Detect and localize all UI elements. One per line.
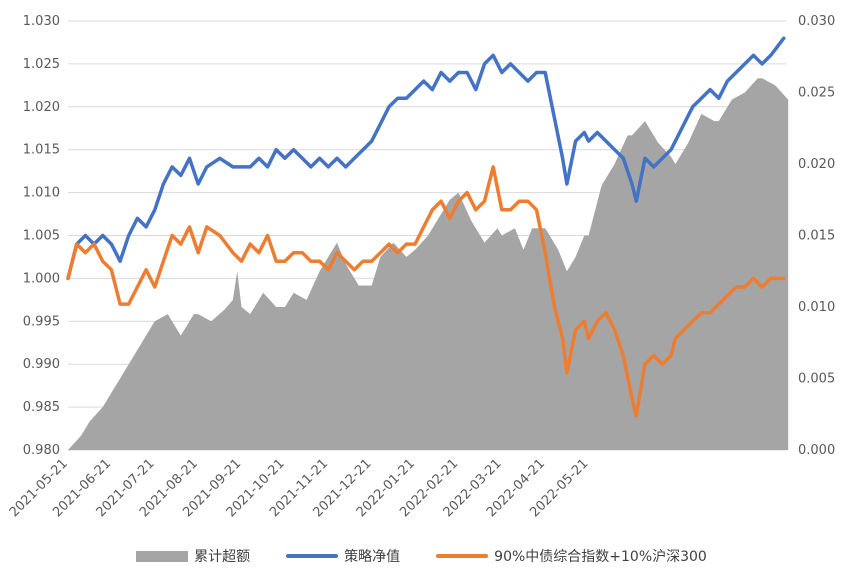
series-lines xyxy=(66,36,786,418)
y-right-tick-label: 0.025 xyxy=(798,86,835,101)
y-right-tick-label: 0.010 xyxy=(798,300,835,315)
legend-swatch-excess xyxy=(136,550,189,562)
series-area-cumulative-excess xyxy=(68,78,789,450)
chart-canvas: 0.980 0.985 0.990 0.995 1.000 1.005 1.010 1.015… xyxy=(7,14,835,520)
y-right-tick-label: 0.005 xyxy=(798,372,835,387)
y-left-tick-label: 1.020 xyxy=(23,100,60,115)
right-axis-ticks: 0.000 0.005 0.010 0.015 0.020 0.025 0.030 xyxy=(798,14,835,458)
series-line-strategy xyxy=(66,36,786,281)
y-left-tick-label: 1.010 xyxy=(23,186,60,201)
legend-label-strategy: 策略净值 xyxy=(344,549,401,565)
y-left-tick-label: 0.985 xyxy=(23,400,60,415)
legend-label-excess: 累计超额 xyxy=(194,549,251,565)
x-axis-ticks: 2021-05-212021-06-212021-07-212021-08-21… xyxy=(7,456,592,520)
y-right-tick-label: 0.020 xyxy=(798,157,835,172)
y-right-tick-label: 0.000 xyxy=(798,443,835,458)
y-left-tick-label: 0.980 xyxy=(23,443,60,458)
legend-label-benchmark: 90%中债综合指数+10%沪深300 xyxy=(494,549,707,565)
y-left-tick-label: 1.005 xyxy=(23,229,60,244)
y-left-tick-label: 1.015 xyxy=(23,143,60,158)
y-right-tick-label: 0.030 xyxy=(798,14,835,29)
y-left-tick-label: 0.990 xyxy=(23,357,60,372)
legend: 累计超额 策略净值 90%中债综合指数+10%沪深300 xyxy=(0,544,843,568)
legend-item-strategy: 策略净值 xyxy=(286,546,400,566)
legend-swatch-strategy xyxy=(286,554,339,558)
y-left-tick-label: 1.030 xyxy=(23,14,60,29)
y-right-tick-label: 0.015 xyxy=(798,229,835,244)
y-left-tick-label: 0.995 xyxy=(23,314,60,329)
cumulative-excess-area xyxy=(68,78,789,450)
y-left-tick-label: 1.025 xyxy=(23,57,60,72)
legend-item-benchmark: 90%中债综合指数+10%沪深300 xyxy=(436,546,707,566)
left-axis-ticks: 0.980 0.985 0.990 0.995 1.000 1.005 1.010 1.015… xyxy=(23,14,60,458)
y-left-tick-label: 1.000 xyxy=(23,271,60,286)
legend-item-excess: 累计超额 xyxy=(136,546,250,566)
legend-swatch-benchmark xyxy=(436,554,489,558)
series-line-benchmark xyxy=(66,165,786,418)
